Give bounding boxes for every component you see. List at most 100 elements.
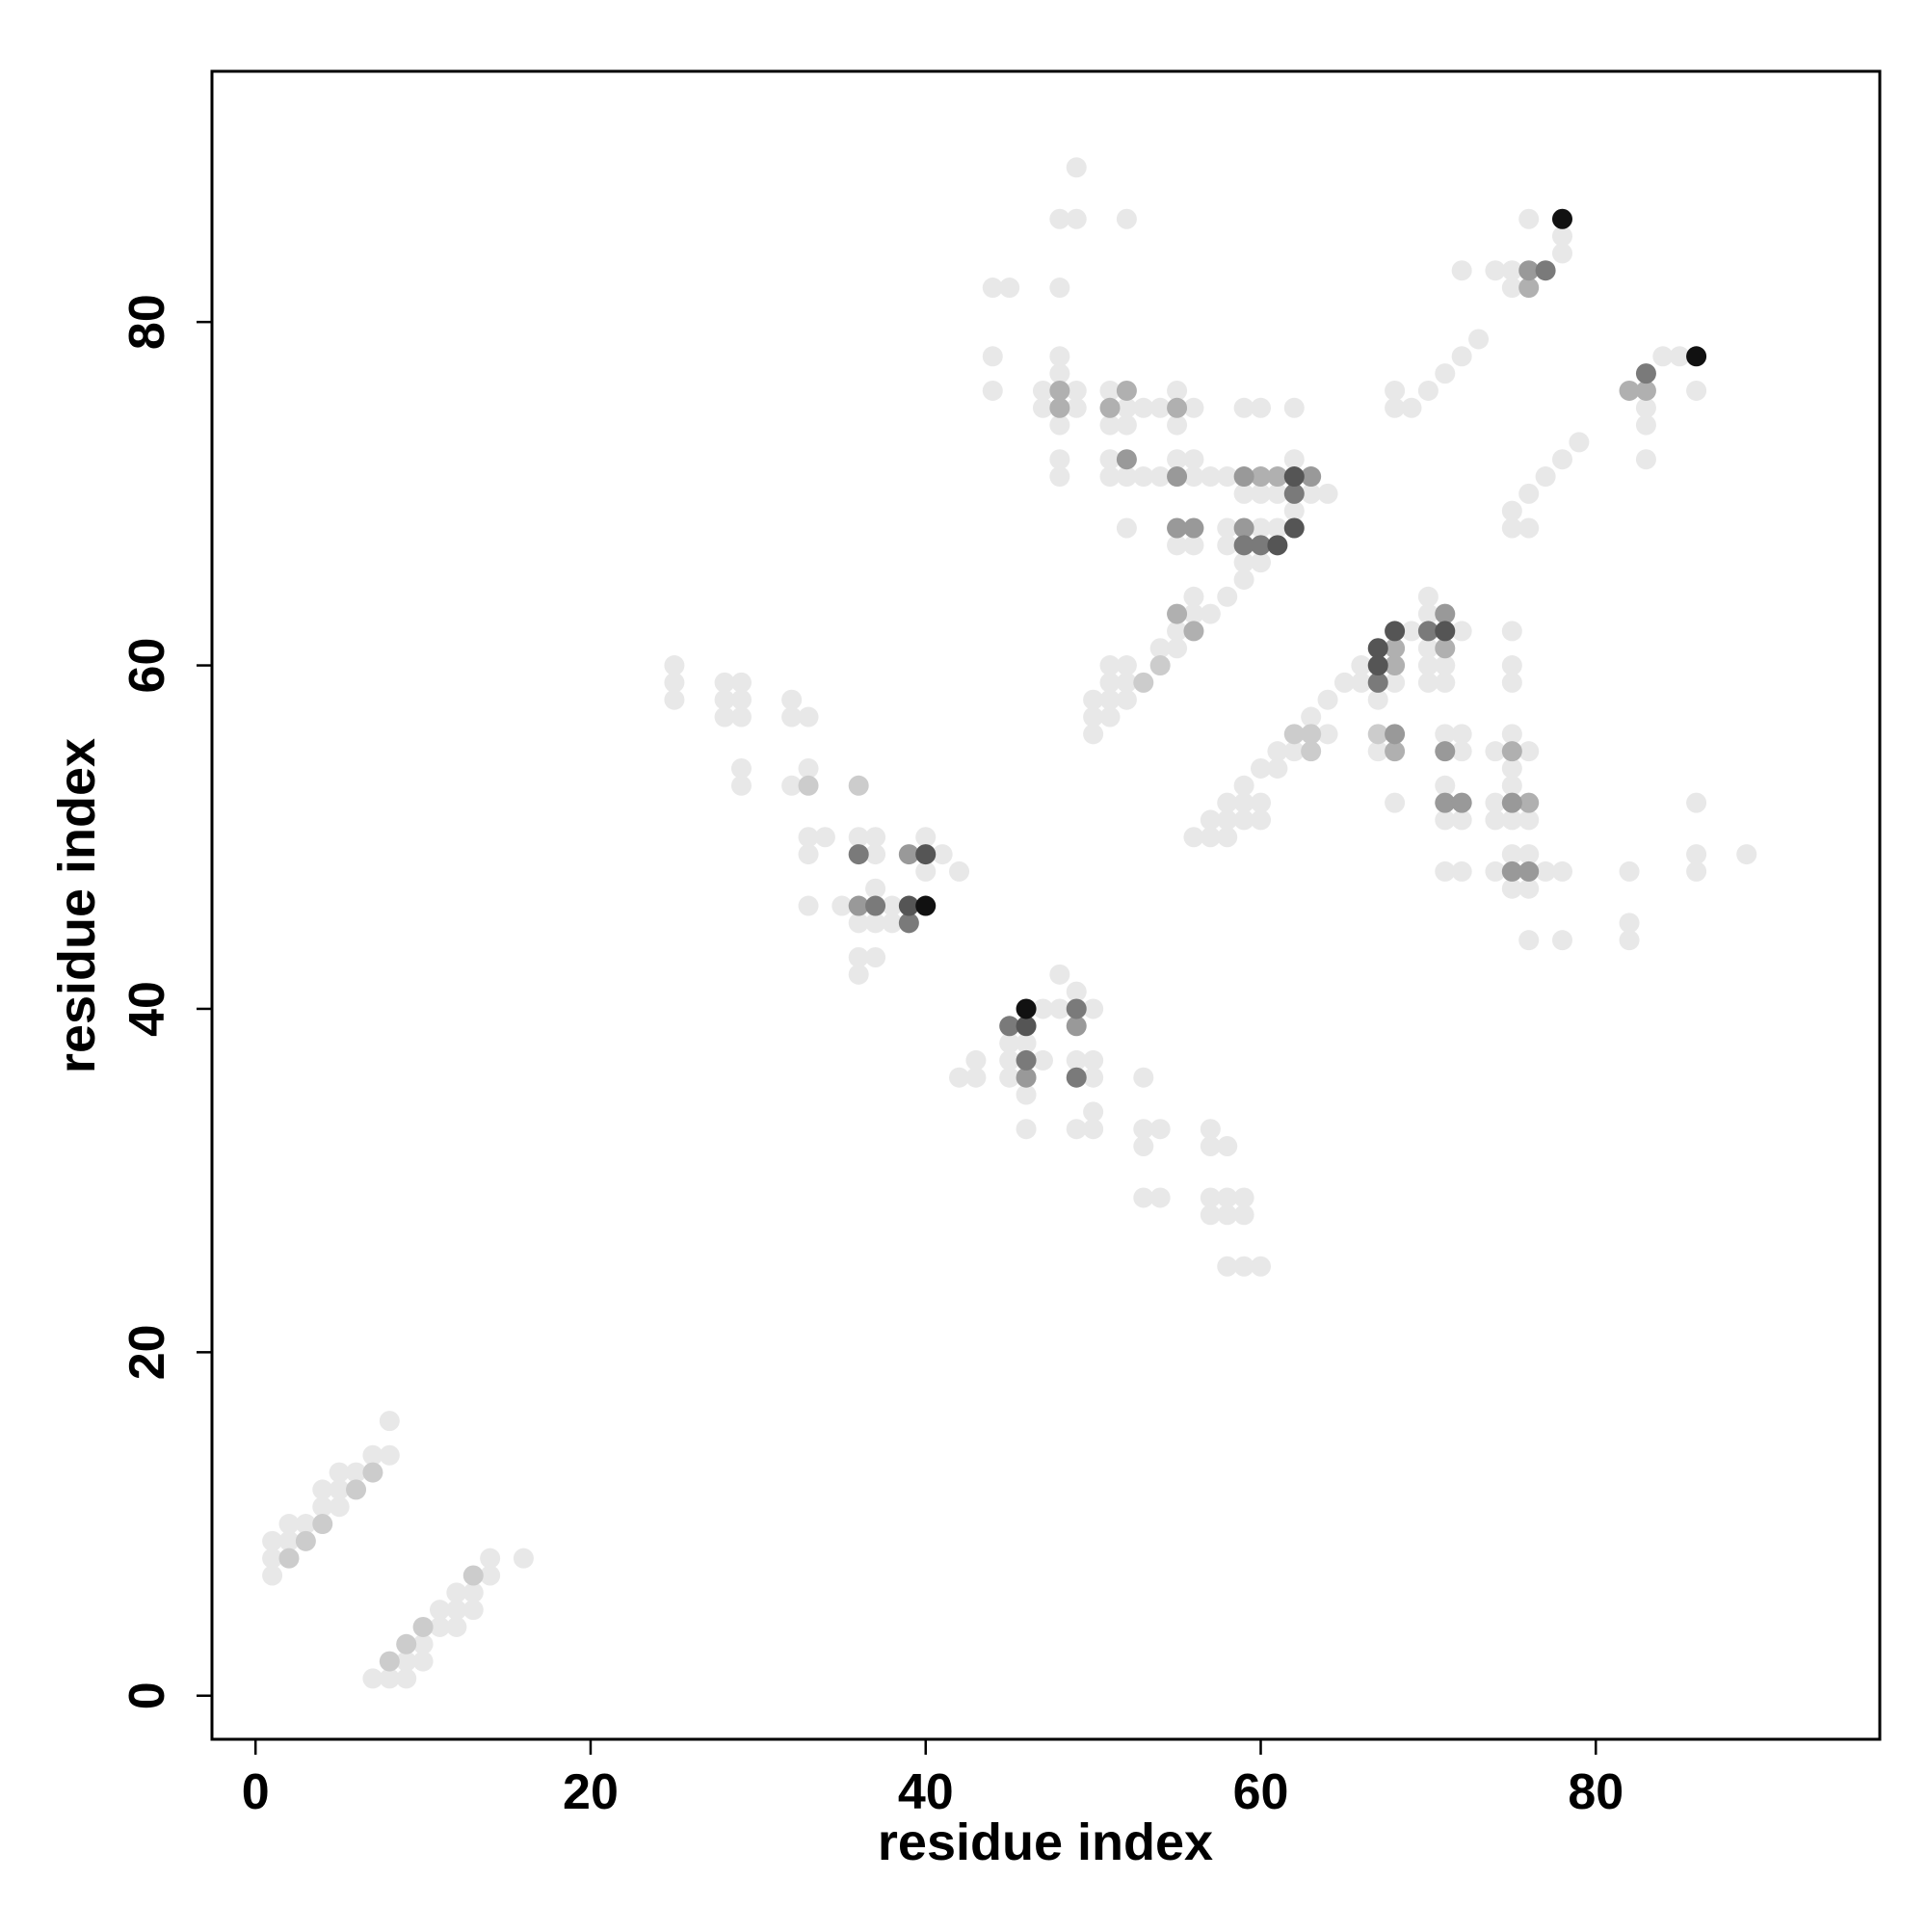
contact-point	[462, 1600, 484, 1621]
contact-point	[1518, 844, 1540, 865]
contact-point	[1049, 380, 1070, 401]
contact-point	[1385, 638, 1406, 659]
contact-point	[1518, 260, 1540, 281]
contact-point	[1167, 380, 1188, 401]
contact-point	[480, 1565, 501, 1586]
contact-point	[1385, 655, 1406, 676]
contact-point	[1233, 483, 1254, 504]
contact-point	[999, 1016, 1020, 1037]
contact-point	[832, 895, 853, 916]
contact-point	[1451, 621, 1472, 642]
contact-point	[1217, 1187, 1238, 1208]
contact-point	[1167, 466, 1188, 488]
contact-point	[329, 1496, 350, 1518]
contact-point	[1217, 809, 1238, 831]
contact-point	[1635, 397, 1656, 418]
contact-point	[1133, 672, 1154, 693]
contact-point	[1233, 397, 1254, 418]
contact-point	[999, 1049, 1020, 1071]
contact-point	[1468, 329, 1490, 350]
contact-point	[999, 1033, 1020, 1054]
contact-point	[278, 1548, 300, 1569]
contact-point	[1317, 689, 1338, 710]
contact-point	[664, 655, 685, 676]
contact-point	[1485, 741, 1506, 762]
contact-point	[1083, 1119, 1104, 1140]
y-tick-label: 20	[119, 1324, 175, 1380]
contact-point	[1518, 483, 1540, 504]
contact-point	[1049, 964, 1070, 985]
contact-point	[898, 844, 919, 865]
x-tick-label: 20	[563, 1764, 619, 1820]
contact-point	[1116, 414, 1137, 436]
contact-point	[798, 844, 819, 865]
contact-point	[1501, 792, 1522, 813]
contact-point	[312, 1514, 333, 1535]
contact-point	[1267, 741, 1288, 762]
contact-point	[949, 860, 970, 882]
x-tick-label: 0	[242, 1764, 270, 1820]
contact-point	[1167, 397, 1188, 418]
contact-point	[1233, 1187, 1254, 1208]
contact-point	[1501, 775, 1522, 796]
contact-point	[1417, 672, 1439, 693]
contact-point	[848, 895, 869, 916]
contact-point	[1451, 792, 1472, 813]
contact-point	[1551, 449, 1572, 470]
contact-point	[1217, 1204, 1238, 1226]
contact-point	[1435, 363, 1456, 384]
contact-point	[1417, 655, 1439, 676]
contact-point	[1183, 827, 1204, 848]
contact-point	[1149, 397, 1171, 418]
contact-point	[1435, 621, 1456, 642]
contact-point	[1283, 466, 1305, 488]
contact-point	[1635, 414, 1656, 436]
contact-point	[781, 775, 803, 796]
contact-point	[1283, 500, 1305, 521]
contact-point	[1200, 827, 1221, 848]
contact-point	[1283, 449, 1305, 470]
y-tick-label: 0	[119, 1681, 175, 1709]
contact-point	[1167, 603, 1188, 624]
contact-point	[1066, 380, 1087, 401]
contact-point	[1267, 483, 1288, 504]
contact-point	[1217, 586, 1238, 607]
contact-point	[446, 1600, 467, 1621]
contact-point	[1200, 1119, 1221, 1140]
contact-point	[1635, 380, 1656, 401]
contact-point	[1385, 380, 1406, 401]
contact-point	[965, 1067, 987, 1088]
contact-point	[1501, 757, 1522, 779]
contact-point	[1116, 397, 1137, 418]
contact-point	[1016, 1084, 1037, 1105]
contact-point	[1736, 844, 1757, 865]
contact-point	[1451, 741, 1472, 762]
contact-point	[982, 278, 1003, 299]
contact-point	[1133, 1187, 1154, 1208]
contact-point	[882, 913, 903, 934]
contact-point	[730, 689, 752, 710]
contact-point	[1686, 792, 1707, 813]
contact-point	[1032, 380, 1053, 401]
contact-point	[730, 706, 752, 728]
contact-point	[312, 1479, 333, 1500]
contact-point	[1485, 809, 1506, 831]
contact-point	[1267, 517, 1288, 539]
contact-point	[781, 689, 803, 710]
contact-point	[1401, 621, 1422, 642]
contact-point	[1099, 706, 1121, 728]
contact-point	[714, 706, 735, 728]
contact-point	[865, 844, 886, 865]
contact-point	[798, 706, 819, 728]
contact-point	[915, 844, 937, 865]
contact-point	[1251, 792, 1272, 813]
contact-point	[1217, 1256, 1238, 1277]
contact-point	[1251, 809, 1272, 831]
contact-point	[262, 1565, 283, 1586]
contact-point	[1569, 432, 1590, 453]
contact-point	[1435, 724, 1456, 745]
contact-point	[915, 895, 937, 916]
contact-point	[1385, 397, 1406, 418]
contact-point	[1133, 1136, 1154, 1157]
contact-point	[730, 757, 752, 779]
